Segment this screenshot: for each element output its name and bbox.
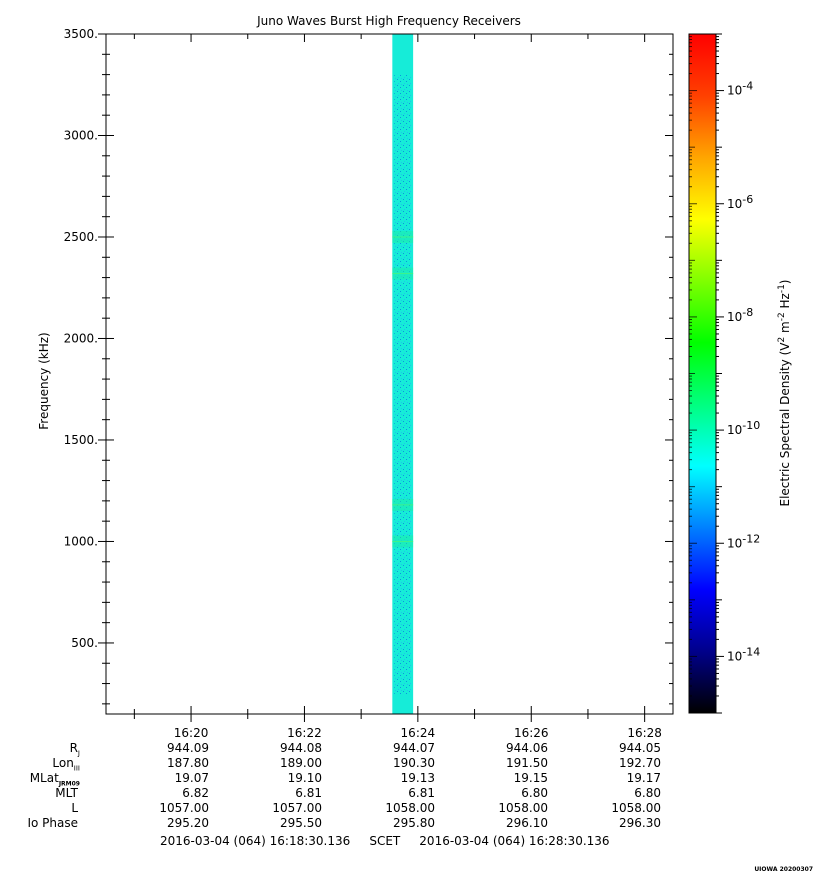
ephemeris-value: 944.05	[619, 741, 661, 755]
ephemeris-row-label-rj: RJ	[69, 741, 80, 758]
ephemeris-value: 944.09	[167, 741, 209, 755]
ephemeris-value: 19.15	[513, 771, 548, 785]
ephemeris-value: 944.06	[506, 741, 548, 755]
colorbar-label-main: Electric Spectral Density (V	[778, 342, 792, 507]
ephemeris-row-label-lon: LonIII	[52, 756, 80, 773]
y-axis-label: Frequency (kHz)	[37, 332, 51, 429]
y-tick-label: 2500.	[64, 230, 98, 244]
y-tick-label: 1000.	[64, 534, 98, 548]
y-tick-label: 1500.	[64, 433, 98, 447]
colorbar-tick-label: 10-4	[727, 80, 753, 98]
ephemeris-row-label-mlat: MLatJRM09	[29, 771, 80, 788]
ephemeris-value: 19.10	[287, 771, 322, 785]
ephemeris-value: 296.10	[506, 816, 548, 830]
x-tick-label: 16:24	[401, 726, 436, 740]
ephemeris-value: 192.70	[619, 756, 661, 770]
ephemeris-value: 191.50	[506, 756, 548, 770]
colorbar-label: Electric Spectral Density (V2 m-2 Hz-1)	[777, 279, 792, 506]
ephemeris-value: 187.80	[167, 756, 209, 770]
colorbar-label-sup1: 2	[777, 337, 787, 343]
chart-title: Juno Waves Burst High Frequency Receiver…	[256, 14, 521, 28]
ephemeris-row-label-l: L	[71, 801, 78, 815]
y-tick-label: 500.	[71, 636, 98, 650]
ephemeris-value: 296.30	[619, 816, 661, 830]
y-tick-label: 2000.	[64, 331, 98, 345]
ephemeris-value: 6.81	[295, 786, 322, 800]
ephemeris-value: 1058.00	[498, 801, 548, 815]
colorbar-label-hz: Hz	[778, 293, 792, 312]
ephemeris-row-label-mlt: MLT	[55, 786, 78, 800]
plot-background	[106, 34, 673, 714]
ephemeris-value: 19.17	[626, 771, 661, 785]
ephemeris-value: 295.80	[393, 816, 435, 830]
colorbar-label-sup2: -2	[777, 312, 787, 321]
ephemeris-value: 189.00	[280, 756, 322, 770]
ephemeris-value: 1058.00	[611, 801, 661, 815]
ephemeris-value: 6.81	[408, 786, 435, 800]
x-tick-label: 16:26	[514, 726, 549, 740]
ephemeris-row-label-io-phase: Io Phase	[27, 816, 78, 830]
ephemeris-value: 19.07	[174, 771, 209, 785]
colorbar-label-mid: m	[778, 321, 792, 337]
colorbar-tick-label: 10-10	[727, 419, 760, 437]
ephemeris-value: 295.50	[280, 816, 322, 830]
colorbar-label-sup3: -1	[777, 284, 787, 293]
y-tick-label: 3000.	[64, 128, 98, 142]
ephemeris-value: 944.08	[280, 741, 322, 755]
ephemeris-value: 1058.00	[385, 801, 435, 815]
ephemeris-value: 6.80	[521, 786, 548, 800]
colorbar-label-end: )	[778, 279, 792, 284]
x-tick-label: 16:22	[287, 726, 322, 740]
x-tick-label: 16:20	[174, 726, 209, 740]
ephemeris-value: 944.07	[393, 741, 435, 755]
plot-frame	[105, 33, 674, 715]
plot-area	[105, 33, 674, 715]
ephemeris-value: 1057.00	[159, 801, 209, 815]
time-range-footer: 2016-03-04 (064) 16:18:30.136 SCET 2016-…	[160, 834, 610, 848]
ephemeris-value: 6.80	[634, 786, 661, 800]
y-tick-label: 3500.	[64, 27, 98, 41]
credit-stamp: UIOWA 20200307	[754, 866, 813, 873]
colorbar-tick-label: 10-12	[727, 532, 760, 550]
x-axis: 16:20 16:22 16:24 16:26 16:28	[133, 34, 662, 740]
ephemeris-value: 6.82	[182, 786, 209, 800]
ephemeris-value: 1057.00	[272, 801, 322, 815]
colorbar-tick-label: 10-6	[727, 193, 753, 211]
y-axis: 500. 1000. 1500. 2000. 2500. 3000. 3500.	[64, 27, 673, 705]
ephemeris-value: 190.30	[393, 756, 435, 770]
ephemeris-value: 295.20	[167, 816, 209, 830]
colorbar-tick-label: 10-8	[727, 306, 753, 324]
x-tick-label: 16:28	[627, 726, 662, 740]
colorbar: 10-14 10-12 10-10 10-8 10-6 10-4	[688, 33, 760, 714]
ephemeris-value: 19.13	[400, 771, 435, 785]
colorbar-tick-label: 10-14	[727, 645, 760, 663]
data-band-noise	[394, 74, 412, 694]
